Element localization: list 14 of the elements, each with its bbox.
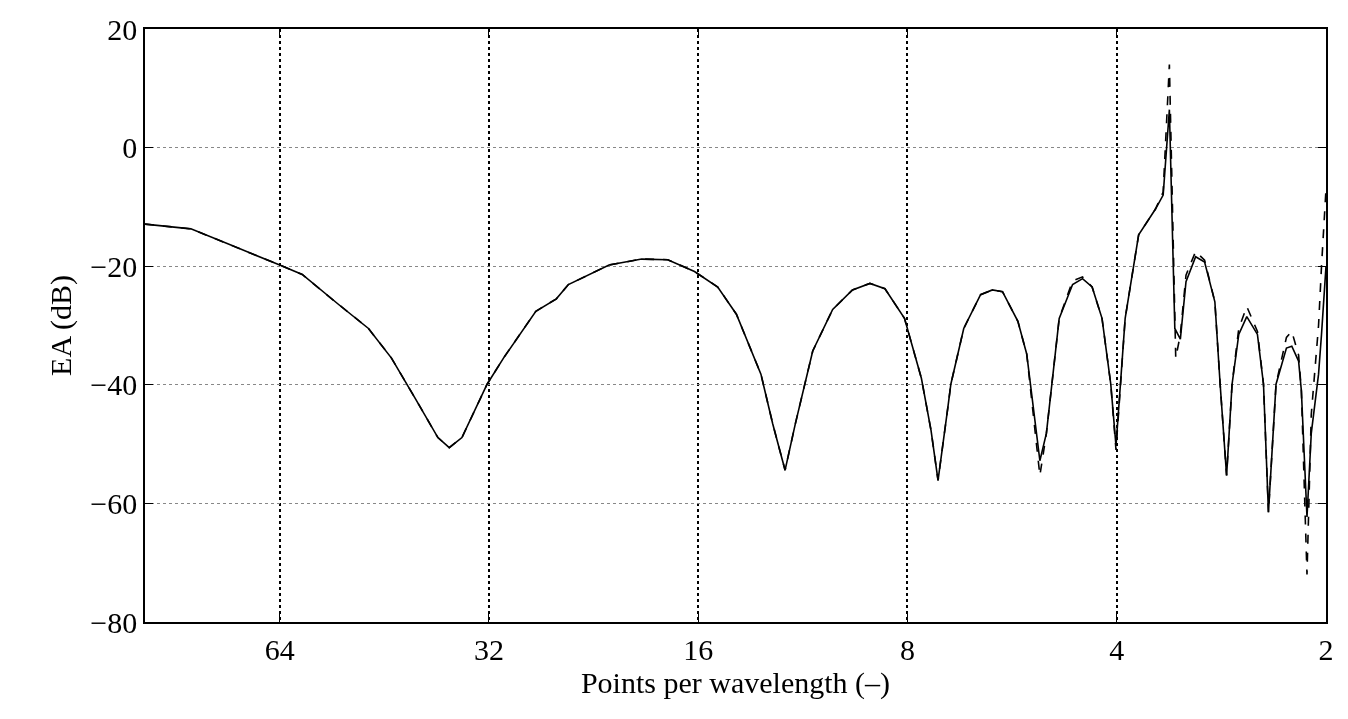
x-tick-label: 16	[683, 632, 714, 666]
y-tick-label: −60	[90, 486, 138, 520]
x-tick-label: 4	[1109, 632, 1125, 666]
y-tick-label: 20	[107, 12, 138, 46]
x-tick-label: 64	[264, 632, 295, 666]
y-tick-label: −40	[90, 368, 138, 402]
y-tick-label: 0	[122, 131, 138, 165]
y-tick-label: −20	[90, 249, 138, 283]
x-tick-label: 2	[1318, 632, 1334, 666]
y-tick-label: −80	[90, 605, 138, 639]
x-tick-label: 8	[899, 632, 915, 666]
y-axis-title: EA (dB)	[43, 275, 78, 376]
x-tick-label: 32	[473, 632, 504, 666]
x-axis-title: Points per wavelength (–)	[580, 665, 891, 700]
